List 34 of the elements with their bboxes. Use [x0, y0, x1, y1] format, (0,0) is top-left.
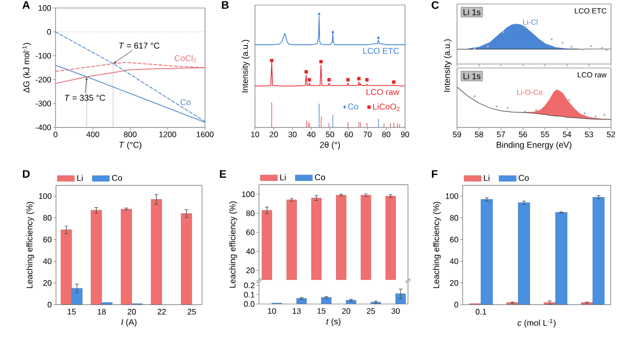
x-axis-title: t (s)	[326, 318, 340, 326]
chart-title: F	[432, 170, 438, 178]
y-axis-title: Intensity (a.u.)	[242, 40, 250, 92]
legend-label: Li	[484, 174, 490, 181]
y-axis-title: Leaching efficiency (%)	[432, 202, 441, 288]
legend-label: Li	[280, 174, 286, 180]
series-label: LCO ETC	[363, 48, 399, 54]
text: Li 1s	[464, 72, 480, 80]
chart-title: E	[220, 170, 226, 178]
legend-label: LiCoO$_{2}$	[373, 103, 400, 111]
legend-label: Co	[518, 174, 529, 181]
chart-title: C	[432, 1, 439, 9]
text: Li 1s	[464, 8, 480, 16]
legend-label: Co	[348, 104, 358, 110]
legend-label: Co	[112, 174, 122, 181]
x-axis-title: T (°C)	[119, 142, 142, 150]
series-label: Co	[180, 99, 191, 106]
series-label: LCO raw	[366, 89, 400, 95]
x-axis-title: 2θ (°)	[320, 142, 340, 150]
x-axis-title: c (mol L$^{-1}$)	[518, 318, 556, 328]
x-axis-title: Binding Energy (eV)	[496, 142, 572, 150]
y-axis-title: Leaching efficiency (%)	[26, 202, 34, 288]
annotation: T = 617 °C	[119, 42, 160, 49]
chart-title: B	[222, 1, 229, 9]
legend-label: Co	[315, 174, 326, 180]
y-axis-title: Intensity (a.u.)	[444, 39, 452, 92]
chart-title: A	[22, 1, 30, 9]
legend-label: Li	[77, 174, 83, 181]
x-axis-title: I (A)	[121, 318, 136, 327]
y-axis-title: Leaching efficiency (%)	[229, 202, 238, 288]
y-axis-title: ΔG (kJ mol$^{-1}$)	[22, 42, 31, 93]
chart-title: D	[22, 170, 30, 178]
annotation: T = 335 °C	[64, 94, 106, 101]
series-label: CoCl$_{2}$	[174, 54, 196, 63]
